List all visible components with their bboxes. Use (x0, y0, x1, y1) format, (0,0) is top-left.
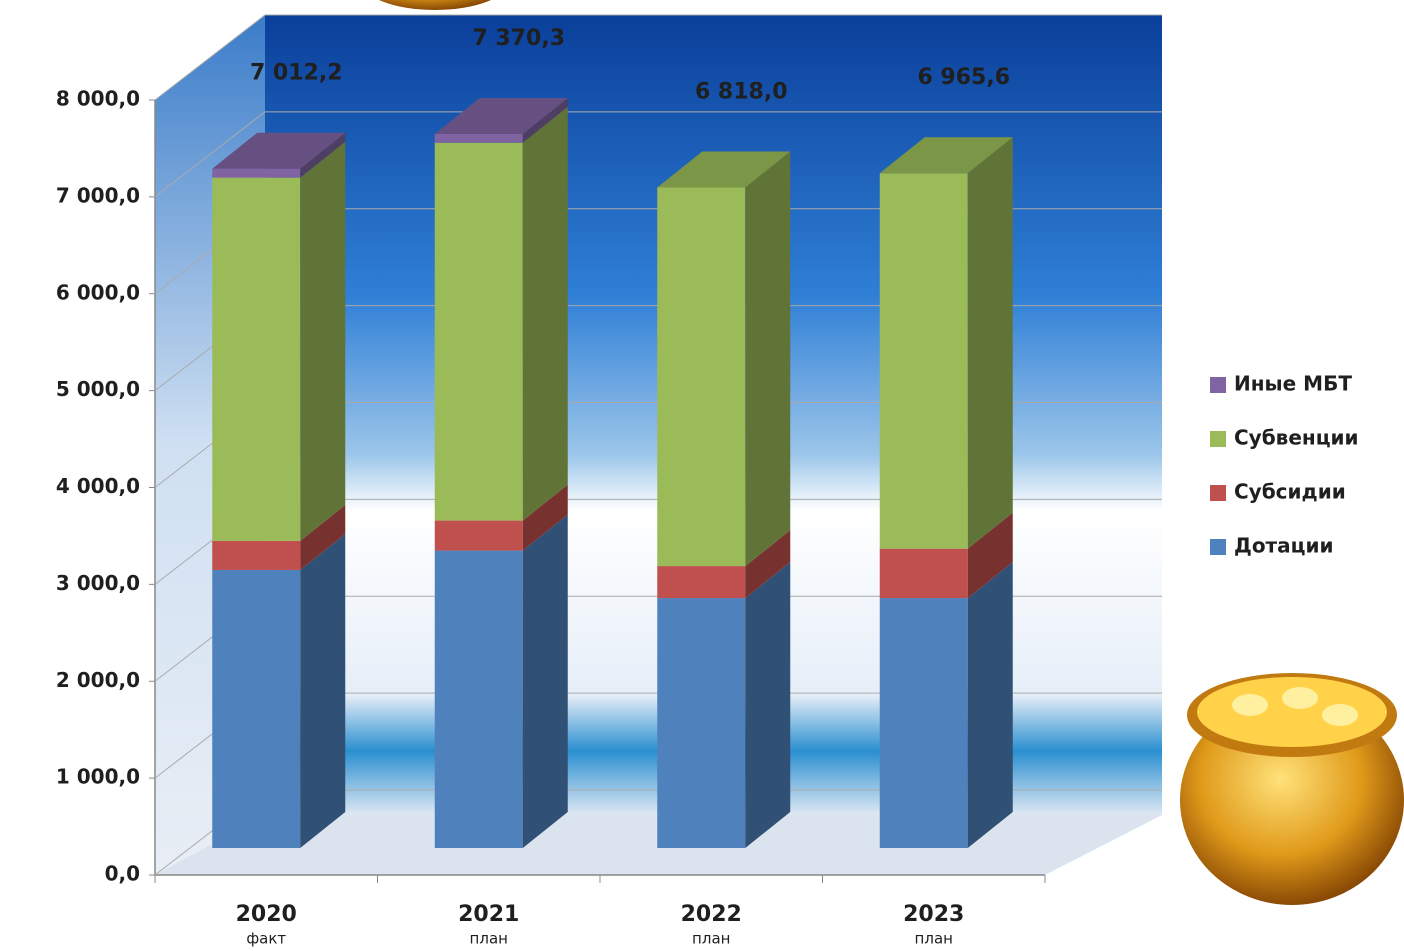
bar-front (879, 598, 968, 848)
bar-front (434, 550, 523, 848)
y-tick-label: 1 000,0 (56, 765, 140, 789)
bar-front (434, 134, 523, 143)
pot-of-gold (1180, 673, 1404, 905)
y-tick-label: 0,0 (105, 862, 140, 886)
bar-side (522, 98, 568, 143)
coin-decoration (379, 0, 491, 10)
bar-side (300, 533, 346, 848)
bar-front (657, 566, 746, 599)
legend-label: Субвенции (1234, 426, 1359, 450)
legend-swatch (1210, 485, 1226, 501)
x-tick-note: факт (246, 930, 286, 948)
bar-side (745, 562, 791, 848)
grid-line (154, 111, 266, 198)
bar-top (434, 98, 568, 135)
bar-side (745, 151, 791, 567)
bar-front (657, 598, 746, 848)
legend-label: Иные МБТ (1234, 372, 1352, 396)
bar-side (522, 484, 568, 551)
total-label: 7 370,3 (472, 26, 565, 51)
legend-swatch (1210, 431, 1226, 447)
bar-front (212, 168, 301, 178)
y-tick-label: 3 000,0 (56, 571, 140, 595)
x-tick-label: 2020 (236, 902, 297, 927)
bar-top (212, 132, 346, 169)
bar-side (522, 106, 568, 521)
y-tick-label: 6 000,0 (56, 280, 140, 304)
bar-side (967, 562, 1013, 848)
bar-side (300, 141, 346, 541)
bar-front (434, 142, 523, 521)
x-tick-label: 2022 (681, 902, 742, 927)
x-tick-note: план (470, 930, 508, 948)
bar-side (522, 514, 568, 848)
bar-front (212, 540, 301, 570)
legend-label: Субсидии (1234, 480, 1346, 504)
total-label: 6 965,6 (917, 65, 1010, 90)
bar-side (745, 530, 791, 599)
y-tick-label: 2 000,0 (56, 668, 140, 692)
legend-label: Дотации (1234, 534, 1334, 558)
y-tick-label: 5 000,0 (56, 377, 140, 401)
bar-side (967, 512, 1013, 599)
bar-side (967, 137, 1013, 549)
grid-line (154, 14, 266, 101)
total-label: 6 818,0 (695, 80, 788, 105)
y-tick-label: 4 000,0 (56, 474, 140, 498)
bar-front (879, 548, 968, 599)
y-tick-label: 8 000,0 (56, 87, 140, 111)
x-tick-note: план (915, 930, 953, 948)
x-tick-label: 2023 (903, 902, 964, 927)
legend-swatch (1210, 539, 1226, 555)
x-tick-label: 2021 (458, 902, 519, 927)
y-tick-label: 7 000,0 (56, 183, 140, 207)
bar-front (212, 177, 301, 541)
legend-swatch (1210, 377, 1226, 393)
bar-front (879, 173, 968, 549)
bar-top (657, 151, 791, 188)
bar-front (434, 520, 523, 551)
total-label: 7 012,2 (250, 61, 343, 86)
bar-front (212, 569, 301, 848)
x-tick-note: план (692, 930, 730, 948)
bar-top (879, 137, 1013, 174)
bar-front (657, 187, 746, 567)
bar-side (300, 132, 346, 178)
bar-side (300, 504, 346, 570)
